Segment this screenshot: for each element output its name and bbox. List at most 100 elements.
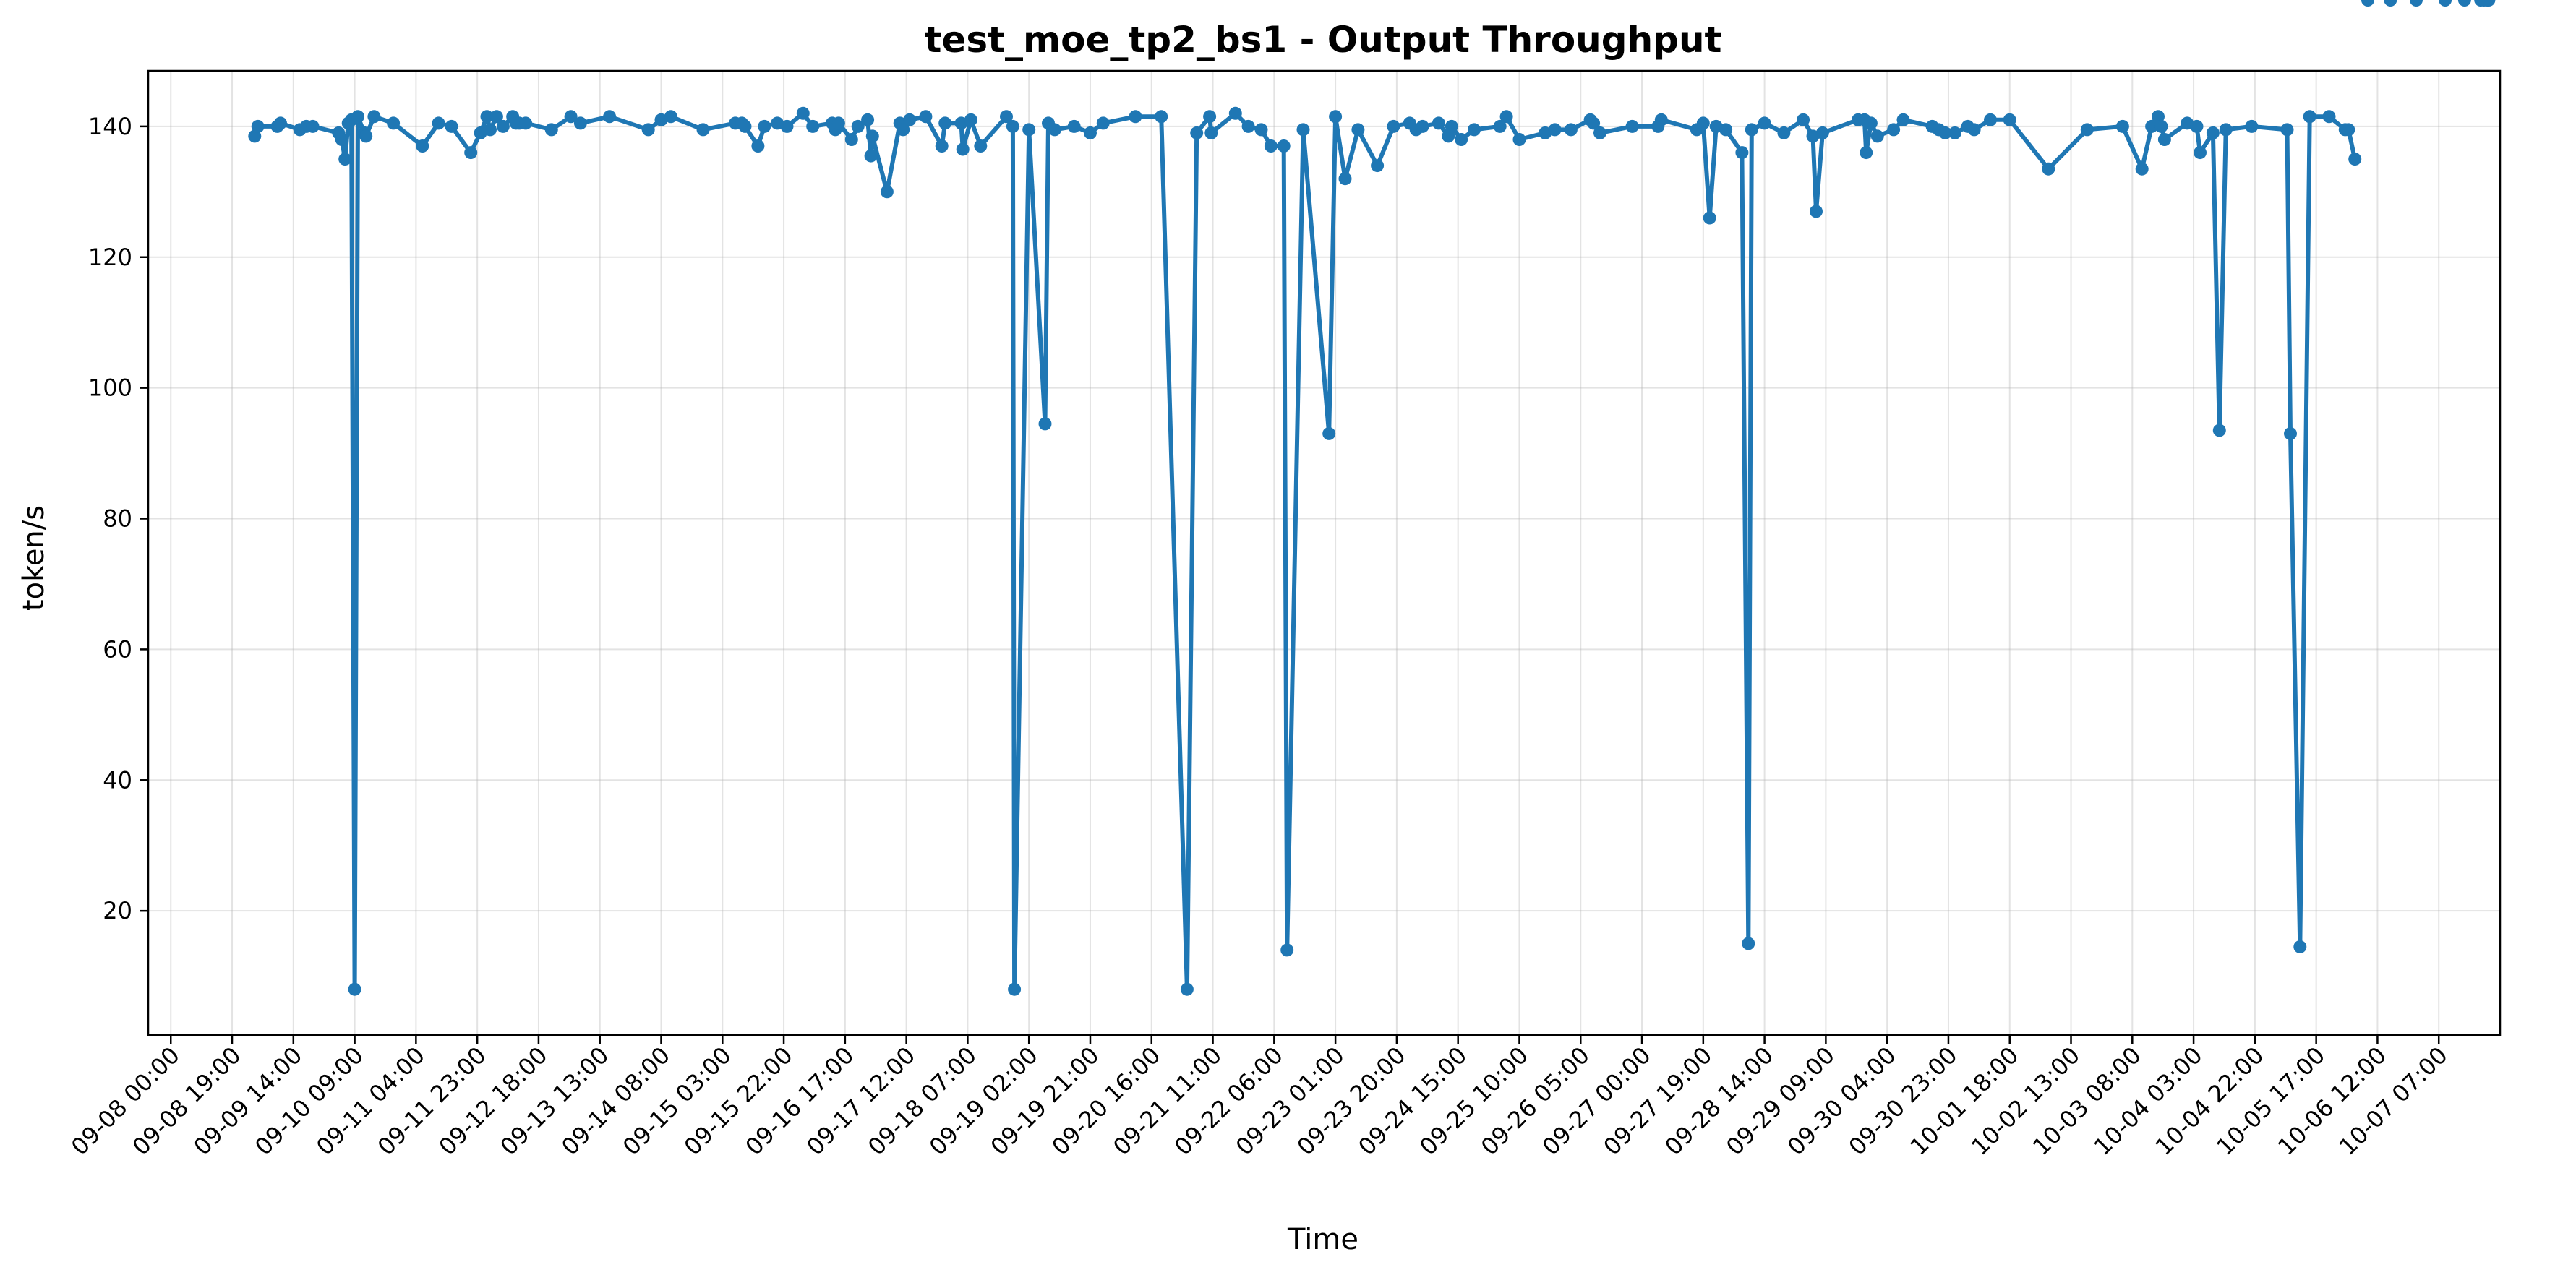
y-tick-label: 140	[88, 113, 132, 140]
data-point	[964, 113, 977, 126]
data-point	[1468, 123, 1481, 137]
data-point	[1654, 113, 1668, 126]
y-tick-label: 80	[103, 505, 132, 533]
data-point	[880, 185, 894, 199]
data-point	[1548, 123, 1562, 137]
data-point	[1870, 129, 1884, 143]
data-point	[2042, 162, 2055, 176]
data-point	[1180, 982, 1194, 996]
data-point	[1096, 116, 1110, 130]
data-point	[2080, 123, 2094, 137]
data-point	[1742, 937, 1755, 950]
data-point	[2152, 110, 2165, 124]
data-point	[1745, 123, 1758, 137]
data-point	[2154, 119, 2168, 133]
data-point	[2190, 119, 2204, 133]
data-point	[1864, 116, 1878, 130]
data-point	[2245, 119, 2259, 133]
data-point	[1455, 133, 1468, 146]
data-point	[1416, 119, 1429, 133]
data-point	[1371, 159, 1385, 173]
data-point	[464, 146, 478, 160]
data-point	[903, 113, 917, 126]
data-point	[865, 129, 879, 143]
data-point	[1241, 119, 1255, 133]
data-point	[573, 116, 587, 130]
data-point	[348, 982, 361, 996]
data-point	[1084, 126, 1097, 139]
data-point	[564, 110, 578, 124]
data-point	[861, 113, 875, 126]
data-point	[844, 133, 858, 146]
data-point	[1593, 126, 1606, 139]
data-point	[1067, 119, 1081, 133]
data-point	[1280, 943, 1294, 957]
data-point	[1203, 110, 1217, 124]
data-point	[751, 139, 765, 153]
data-point	[641, 123, 655, 137]
data-point	[2457, 0, 2471, 7]
data-point	[1008, 982, 1022, 996]
data-point	[480, 110, 494, 124]
data-point	[432, 116, 445, 130]
data-point	[1432, 116, 1445, 130]
data-point	[851, 119, 865, 133]
data-point	[1797, 113, 1810, 126]
data-point	[2284, 426, 2297, 440]
data-point	[1696, 116, 1710, 130]
data-point	[1322, 426, 1336, 440]
y-tick-label: 100	[88, 374, 132, 402]
data-point	[2194, 146, 2207, 160]
data-point	[1758, 116, 1771, 130]
data-point	[1938, 126, 1952, 139]
y-tick-label: 40	[103, 766, 132, 794]
data-point	[1022, 123, 1036, 137]
data-point	[2157, 133, 2171, 146]
data-point	[2003, 113, 2016, 126]
data-point	[1625, 119, 1639, 133]
data-point	[603, 110, 617, 124]
data-point	[2482, 0, 2496, 7]
data-point	[1254, 123, 1268, 137]
data-point	[1006, 119, 1019, 133]
data-point	[338, 153, 352, 166]
data-point	[387, 116, 401, 130]
data-point	[2135, 162, 2149, 176]
data-point	[1387, 119, 1400, 133]
data-point	[1735, 146, 1749, 160]
data-point	[1948, 126, 1961, 139]
data-point	[1493, 119, 1507, 133]
data-point	[248, 129, 262, 143]
y-tick-label: 20	[103, 897, 132, 924]
data-point	[1264, 139, 1278, 153]
data-point	[2439, 0, 2452, 7]
data-point	[796, 106, 810, 120]
data-point	[1499, 110, 1513, 124]
data-point	[1703, 211, 1716, 225]
data-point	[2303, 110, 2316, 124]
data-point	[664, 110, 677, 124]
data-point	[544, 123, 558, 137]
data-point	[1587, 116, 1601, 130]
data-point	[831, 116, 845, 130]
data-point	[1190, 126, 1204, 139]
data-point	[1129, 110, 1142, 124]
data-point	[2115, 119, 2129, 133]
data-point	[738, 119, 752, 133]
data-point	[2342, 123, 2355, 137]
data-point	[806, 119, 820, 133]
data-point	[696, 123, 710, 137]
y-axis-label: token/s	[17, 505, 51, 611]
data-point	[1351, 123, 1365, 137]
data-point	[251, 119, 265, 133]
data-point	[2219, 123, 2233, 137]
data-point	[1896, 113, 1910, 126]
data-point	[864, 149, 878, 163]
data-point	[780, 119, 794, 133]
data-point	[919, 110, 933, 124]
data-point	[1860, 146, 1873, 160]
data-point	[306, 119, 320, 133]
data-point	[974, 139, 988, 153]
